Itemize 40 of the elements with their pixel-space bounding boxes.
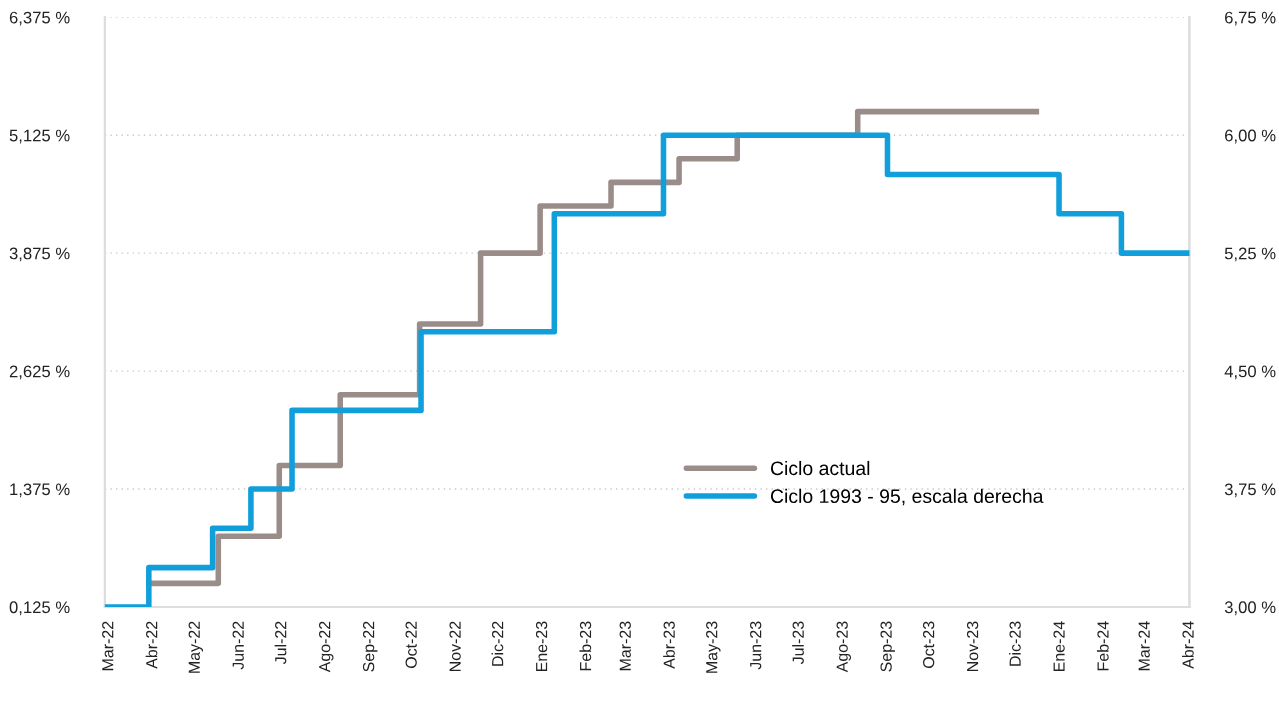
y2-tick-label: 5,25 % (1224, 247, 1276, 262)
x-tick-label: Jun-22 (232, 621, 244, 670)
y2-tick-label: 3,75 % (1224, 483, 1276, 498)
y2-tick-label: 3,00 % (1224, 601, 1276, 616)
y2-tick-label: 6,00 % (1225, 129, 1276, 144)
x-tick-label: Nov-22 (449, 621, 461, 672)
x-tick-label: Dic-22 (491, 621, 504, 666)
x-tick-label: Feb-23 (579, 621, 592, 671)
x-tick-label: Feb-24 (1096, 621, 1109, 671)
x-tick-label: May-23 (706, 621, 721, 673)
x-tick-label: Abr-23 (663, 621, 675, 669)
x-tick-label: Oct-22 (405, 621, 417, 669)
x-tick-label: Ene-24 (1053, 621, 1065, 672)
y2-tick-label: 6,75 % (1225, 11, 1276, 26)
y-tick-label: 0,125 % (9, 601, 70, 616)
x-tick-label: Mar-23 (619, 621, 631, 671)
x-tick-label: Abr-24 (1182, 621, 1194, 669)
y-tick-label: 3,875 % (9, 247, 70, 262)
legend-label: Ciclo 1993 - 95, escala derecha (770, 488, 1044, 506)
y-tick-label: 1,375 % (10, 483, 70, 498)
x-tick-label: May-22 (188, 621, 204, 673)
x-tick-label: Abr-22 (145, 621, 158, 669)
x-tick-label: Sep-22 (362, 621, 378, 672)
x-tick-label: Oct-23 (923, 621, 935, 669)
x-tick-label: Mar-24 (1138, 621, 1150, 671)
x-tick-label: Sep-23 (880, 621, 895, 672)
y-tick-label: 2,625 % (9, 365, 70, 380)
y-tick-label: 6,375 % (9, 11, 70, 26)
x-tick-label: Ago-22 (319, 621, 334, 673)
x-tick-label: Dic-23 (1009, 621, 1021, 666)
x-tick-label: Mar-22 (102, 621, 114, 671)
y2-tick-label: 4,50 % (1224, 365, 1276, 380)
x-tick-label: Ago-23 (836, 621, 851, 673)
x-tick-label: Jul-22 (274, 621, 287, 665)
x-tick-label: Jun-23 (750, 621, 762, 670)
legend-label: Ciclo actual (770, 460, 870, 476)
x-tick-label: Nov-23 (966, 621, 979, 672)
x-tick-label: Ene-23 (535, 621, 548, 672)
y-tick-label: 5,125 % (9, 129, 70, 144)
x-tick-label: Jul-23 (792, 621, 804, 665)
